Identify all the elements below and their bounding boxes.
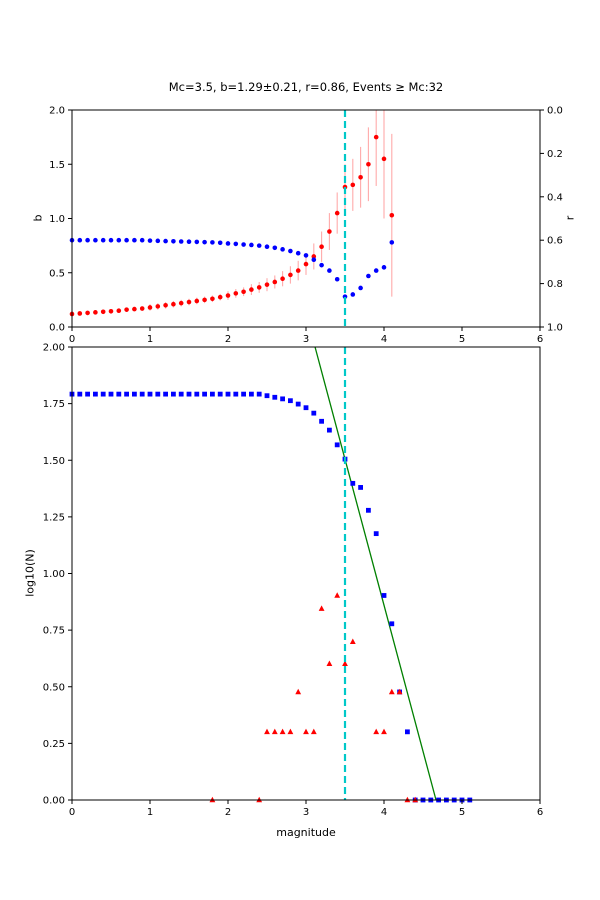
svg-text:1.00: 1.00 (43, 569, 65, 580)
svg-text:5: 5 (459, 334, 465, 345)
svg-text:0.5: 0.5 (49, 268, 65, 279)
b-value-series (69, 134, 395, 317)
svg-text:0.4: 0.4 (547, 192, 563, 203)
svg-text:4: 4 (381, 334, 387, 345)
svg-text:3: 3 (303, 334, 309, 345)
svg-text:1.0: 1.0 (547, 323, 563, 334)
chart-title: Mc=3.5, b=1.29±0.21, r=0.86, Events ≥ Mc… (168, 80, 444, 94)
svg-text:3: 3 (303, 807, 309, 818)
svg-text:1.75: 1.75 (43, 399, 65, 410)
svg-text:0.8: 0.8 (547, 279, 563, 290)
svg-text:0.0: 0.0 (49, 323, 65, 334)
svg-text:2: 2 (225, 334, 231, 345)
bottom-ylabel-log10n: log10(N) (23, 549, 37, 597)
svg-text:1.50: 1.50 (43, 456, 65, 467)
b-error-bars (71, 110, 393, 317)
svg-text:0.75: 0.75 (43, 626, 65, 637)
svg-text:5: 5 (459, 807, 465, 818)
svg-text:0: 0 (69, 807, 75, 818)
svg-text:0.25: 0.25 (43, 739, 65, 750)
svg-text:1.5: 1.5 (49, 160, 65, 171)
svg-text:0.00: 0.00 (43, 796, 65, 807)
svg-text:1.0: 1.0 (49, 214, 65, 225)
svg-text:6: 6 (537, 334, 543, 345)
svg-text:1: 1 (147, 334, 153, 345)
svg-text:0.50: 0.50 (43, 682, 65, 693)
svg-text:0.6: 0.6 (547, 236, 563, 247)
bottom-plot: 0 1 2 3 4 5 6 0.00 0.25 0.50 0.75 1.00 1.25 1.50 1.75 2… (43, 343, 543, 819)
gr-fit-line (314, 346, 437, 801)
svg-text:4: 4 (381, 807, 387, 818)
cumulative-series (69, 391, 473, 803)
svg-text:1: 1 (147, 807, 153, 818)
svg-text:0: 0 (69, 334, 75, 345)
svg-text:0.2: 0.2 (547, 149, 563, 160)
bottom-xlabel-magnitude: magnitude (276, 826, 336, 839)
svg-text:2.0: 2.0 (49, 106, 65, 117)
top-ylabel-right-r: r (563, 215, 577, 221)
svg-text:2: 2 (225, 807, 231, 818)
binned-series (209, 592, 419, 803)
r-series (69, 237, 395, 299)
svg-text:6: 6 (537, 807, 543, 818)
top-ylabel-left-b: b (31, 214, 45, 222)
svg-text:2.00: 2.00 (43, 343, 65, 354)
top-plot: 0 1 2 3 4 5 6 0.0 0.5 1.0 1.5 2.0 0.0 0.2 0.4 0.6 0.8 1.0 (49, 106, 563, 346)
svg-text:1.25: 1.25 (43, 512, 65, 523)
svg-text:0.0: 0.0 (547, 106, 563, 117)
